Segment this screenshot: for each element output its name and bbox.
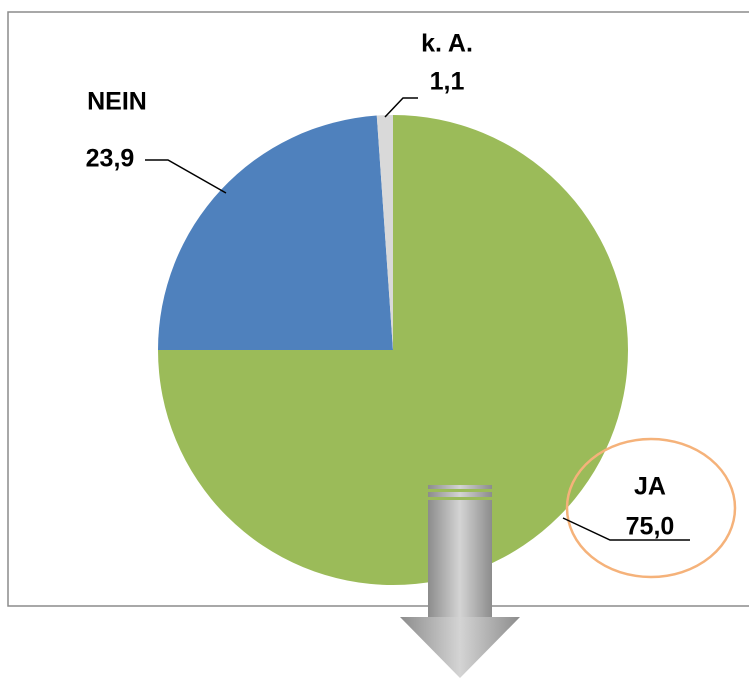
pie-slice: [376, 115, 393, 350]
value-label: 23,9: [86, 145, 135, 173]
leader-line: [562, 517, 690, 541]
category-label: k. A.: [421, 30, 473, 58]
plot-border: [7, 11, 749, 607]
highlight-ellipse: [565, 437, 737, 579]
pie: [158, 115, 628, 585]
value-label: 1,1: [430, 68, 465, 96]
arrow: [400, 485, 520, 678]
leader-line: [384, 97, 418, 118]
value-label: 75,0: [626, 513, 675, 541]
pie-slice: [158, 115, 393, 350]
category-label: NEIN: [87, 88, 147, 116]
category-label: JA: [634, 473, 666, 501]
leader-line: [145, 159, 227, 194]
